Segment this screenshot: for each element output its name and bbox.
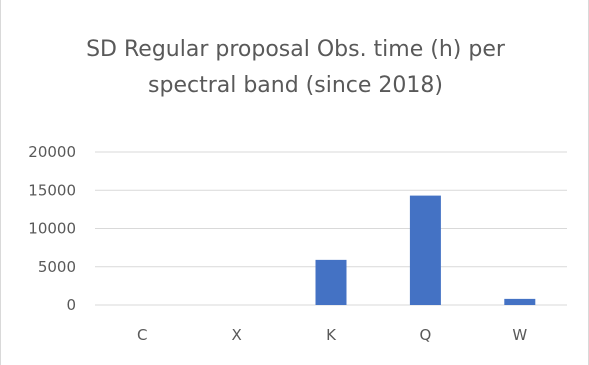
bar-W (504, 298, 536, 305)
y-tick-label-0: 0 (66, 296, 76, 314)
chart-title-line-1: SD Regular proposal Obs. time (h) per (86, 37, 505, 62)
x-tick-label-X: X (231, 326, 241, 344)
x-tick-label-W: W (512, 326, 527, 344)
chart-title-line-2: spectral band (since 2018) (148, 73, 443, 98)
y-tick-label-10000: 10000 (28, 220, 76, 238)
y-tick-label-20000: 20000 (28, 143, 76, 161)
y-tick-label-15000: 15000 (28, 181, 76, 199)
bar-Q (409, 195, 441, 305)
x-tick-label-K: K (326, 326, 337, 344)
y-tick-label-5000: 5000 (38, 258, 76, 276)
x-tick-label-Q: Q (419, 326, 431, 344)
bar-K (315, 259, 347, 305)
x-tick-label-C: C (137, 326, 147, 344)
chart-title: SD Regular proposal Obs. time (h) per sp… (1, 32, 589, 104)
